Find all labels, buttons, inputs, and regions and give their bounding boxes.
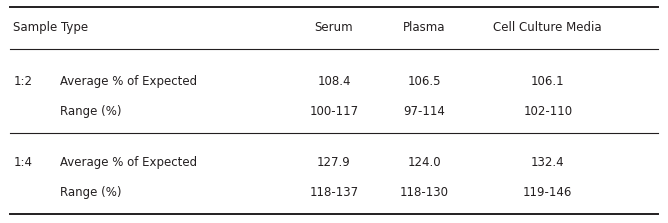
Text: 124.0: 124.0 <box>407 156 441 169</box>
Text: 118-130: 118-130 <box>399 186 449 199</box>
Text: 100-117: 100-117 <box>309 105 359 118</box>
Text: Average % of Expected: Average % of Expected <box>60 156 197 169</box>
Text: 127.9: 127.9 <box>317 156 351 169</box>
Text: 106.1: 106.1 <box>531 75 564 88</box>
Text: 119-146: 119-146 <box>523 186 572 199</box>
Text: Cell Culture Media: Cell Culture Media <box>494 21 602 34</box>
Text: Serum: Serum <box>315 21 353 34</box>
Text: 97-114: 97-114 <box>403 105 445 118</box>
Text: Plasma: Plasma <box>403 21 446 34</box>
Text: 1:2: 1:2 <box>13 75 32 88</box>
Text: 102-110: 102-110 <box>523 105 572 118</box>
Text: Average % of Expected: Average % of Expected <box>60 75 197 88</box>
Text: Sample Type: Sample Type <box>13 21 88 34</box>
Text: 108.4: 108.4 <box>317 75 351 88</box>
Text: Range (%): Range (%) <box>60 186 122 199</box>
Text: 118-137: 118-137 <box>309 186 359 199</box>
Text: 106.5: 106.5 <box>407 75 441 88</box>
Text: Range (%): Range (%) <box>60 105 122 118</box>
Text: 1:4: 1:4 <box>13 156 32 169</box>
Text: 132.4: 132.4 <box>531 156 564 169</box>
